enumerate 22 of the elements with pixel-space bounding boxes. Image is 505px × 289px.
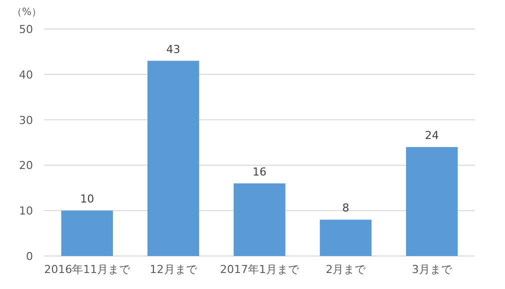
data-label: 10 bbox=[80, 192, 94, 206]
y-axis-title: （%） bbox=[12, 7, 42, 18]
y-tick-label: 30 bbox=[19, 114, 33, 127]
x-tick-label: 2月まで bbox=[326, 263, 367, 276]
bar bbox=[234, 183, 286, 256]
bar bbox=[61, 210, 113, 256]
bar bbox=[320, 220, 372, 256]
y-tick-label: 10 bbox=[19, 204, 33, 218]
data-label: 24 bbox=[424, 129, 439, 142]
y-tick-label: 0 bbox=[26, 250, 33, 263]
y-tick-label: 50 bbox=[19, 23, 33, 36]
data-label: 43 bbox=[166, 42, 180, 56]
y-tick-label: 20 bbox=[19, 159, 33, 172]
bar bbox=[406, 147, 458, 256]
x-tick-label: 3月まで bbox=[412, 263, 453, 276]
y-tick-label: 40 bbox=[19, 68, 33, 82]
x-tick-label: 2017年1月まで bbox=[220, 263, 300, 276]
x-tick-label: 2016年11月まで bbox=[44, 263, 132, 276]
data-label: 16 bbox=[252, 165, 266, 178]
data-label: 8 bbox=[342, 202, 350, 215]
x-tick-label: 12月まで bbox=[150, 263, 198, 276]
bar bbox=[147, 60, 200, 256]
